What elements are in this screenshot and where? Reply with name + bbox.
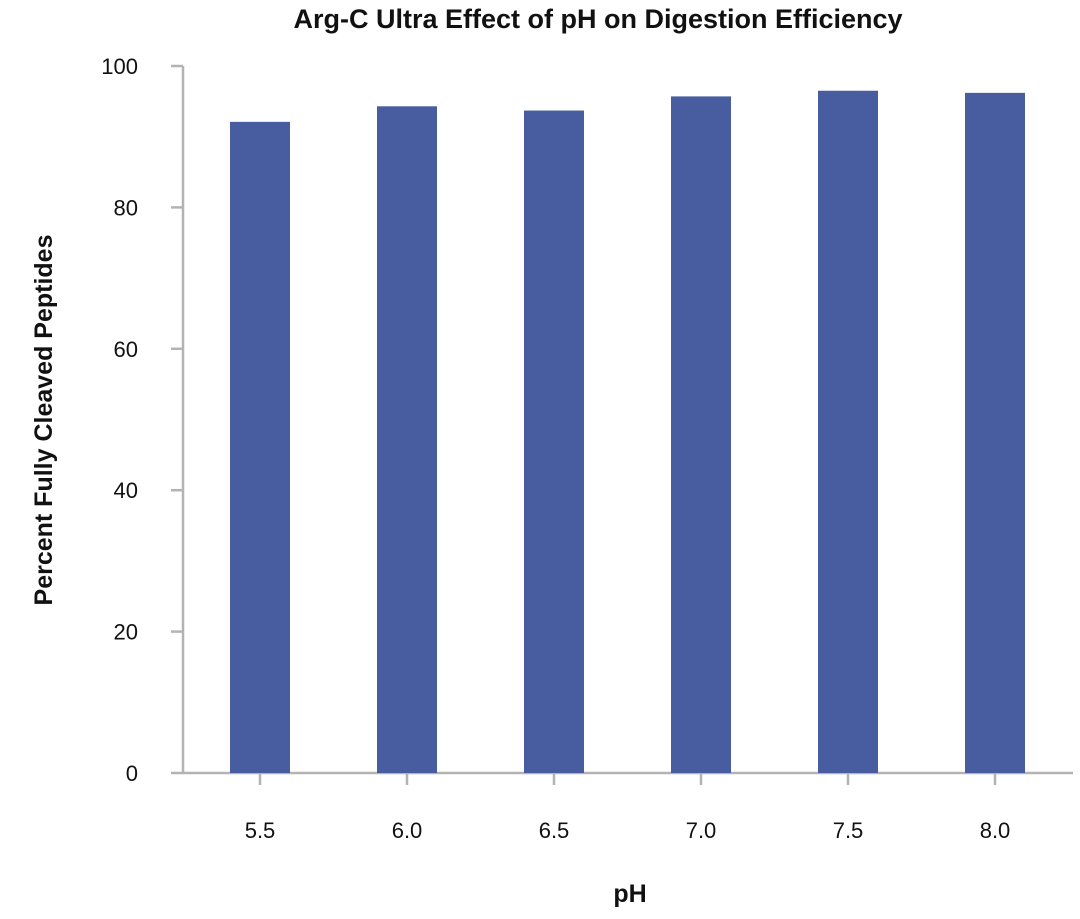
chart-title: Arg-C Ultra Effect of pH on Digestion Ef… bbox=[293, 4, 902, 34]
bar-5.5 bbox=[230, 121, 290, 773]
bar-7.5 bbox=[818, 90, 878, 774]
y-tick-label: 0 bbox=[126, 761, 138, 786]
bar-7.0 bbox=[671, 96, 731, 773]
x-tick-label: 7.0 bbox=[686, 818, 717, 843]
bar-6.5 bbox=[524, 110, 584, 773]
y-tick-label: 100 bbox=[101, 54, 138, 79]
y-tick-label: 80 bbox=[114, 195, 138, 220]
bars-group bbox=[230, 90, 1025, 774]
y-tick-label: 60 bbox=[114, 337, 138, 362]
x-axis-label: pH bbox=[613, 880, 646, 908]
y-tick-label: 20 bbox=[114, 620, 138, 645]
x-tick-label: 5.5 bbox=[245, 818, 276, 843]
x-ticks-group: 5.5 6.0 6.5 7.0 7.5 8.0 bbox=[245, 773, 1011, 843]
bar-6.0 bbox=[377, 106, 437, 773]
x-tick-label: 7.5 bbox=[833, 818, 864, 843]
y-axis-label: Percent Fully Cleaved Peptides bbox=[30, 235, 58, 606]
y-tick-label: 40 bbox=[114, 478, 138, 503]
y-ticks-group: 0 20 40 60 80 100 bbox=[101, 54, 183, 786]
x-tick-label: 6.0 bbox=[392, 818, 423, 843]
x-tick-label: 6.5 bbox=[539, 818, 570, 843]
x-tick-label: 8.0 bbox=[980, 818, 1011, 843]
bar-8.0 bbox=[965, 92, 1025, 774]
